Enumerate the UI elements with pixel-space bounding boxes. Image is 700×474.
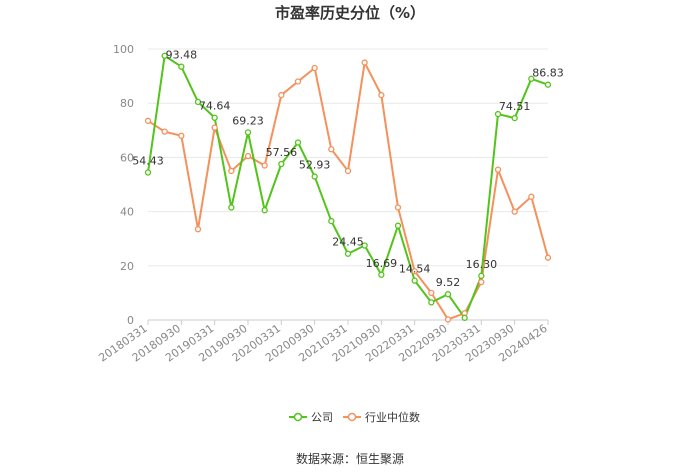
legend-marker-0	[293, 412, 303, 422]
series-line-0	[147, 54, 549, 319]
data-point	[294, 139, 302, 146]
data-point	[261, 162, 268, 169]
data-label: 74.51	[499, 100, 531, 113]
data-point	[511, 114, 518, 122]
data-point	[494, 110, 502, 118]
data-point	[344, 250, 352, 257]
data-point	[528, 193, 535, 200]
data-label: 93.48	[166, 49, 198, 62]
data-point	[544, 81, 552, 88]
data-label: 57.56	[266, 146, 298, 159]
legend[interactable]: 公司 行业中位数	[289, 410, 420, 424]
y-tick-label: 80	[120, 97, 134, 110]
data-label: 24.45	[332, 236, 364, 249]
data-point	[344, 167, 352, 175]
data-point	[378, 271, 385, 278]
data-point	[161, 52, 168, 59]
data-point	[478, 272, 485, 279]
data-label: 69.23	[232, 114, 264, 127]
data-point	[211, 114, 218, 121]
y-tick-label: 40	[120, 206, 134, 219]
series-lines	[147, 54, 549, 321]
data-point	[228, 204, 235, 211]
data-label: 16.30	[466, 258, 498, 271]
data-point	[361, 242, 368, 249]
y-tick-label: 0	[127, 314, 134, 327]
data-label: 9.52	[436, 276, 461, 289]
legend-label-0: 公司	[311, 411, 333, 424]
data-label: 52.93	[299, 159, 331, 172]
data-point	[161, 128, 168, 135]
data-point	[261, 207, 268, 214]
data-point	[244, 152, 252, 160]
data-label: 74.64	[199, 100, 231, 113]
data-source: 数据来源：恒生聚源	[295, 452, 404, 466]
data-point	[444, 316, 452, 323]
y-tick-label: 60	[120, 151, 134, 164]
data-point	[544, 254, 552, 261]
data-point	[394, 204, 402, 211]
data-point	[311, 64, 318, 72]
data-point	[378, 91, 385, 99]
legend-label-1: 行业中位数	[365, 410, 420, 424]
data-point	[211, 124, 218, 131]
data-point	[294, 78, 302, 85]
data-point	[361, 59, 368, 66]
data-label: 16.69	[366, 257, 398, 270]
data-point	[494, 166, 502, 173]
legend-marker-1	[347, 412, 357, 422]
data-point	[228, 167, 235, 175]
data-point	[278, 91, 285, 99]
data-point	[428, 299, 435, 306]
data-point	[411, 268, 418, 275]
chart-title: 市盈率历史分位（%）	[274, 4, 426, 22]
data-point	[428, 289, 435, 297]
data-point	[278, 160, 285, 168]
series-points	[144, 52, 552, 323]
data-point	[144, 117, 152, 124]
y-tick-label: 20	[120, 260, 134, 273]
data-point	[311, 173, 318, 180]
data-point	[528, 75, 535, 82]
data-point	[194, 98, 202, 105]
data-point	[178, 132, 185, 139]
y-tick-label: 100	[113, 43, 134, 56]
data-point	[328, 217, 335, 225]
data-point	[461, 314, 468, 321]
gridlines	[148, 48, 548, 321]
data-point	[244, 129, 252, 136]
data-point	[478, 278, 485, 286]
data-label: 14.54	[399, 263, 431, 276]
data-label: 86.83	[532, 67, 564, 80]
data-point	[328, 146, 335, 153]
data-point	[194, 226, 202, 233]
data-point	[144, 169, 152, 176]
y-axis-ticks: 0 20 40 60 80 100	[113, 43, 134, 327]
data-point	[511, 208, 518, 215]
data-label: 54.43	[132, 154, 164, 167]
data-point	[411, 277, 418, 284]
data-point	[444, 291, 452, 298]
data-point	[178, 63, 185, 70]
x-axis-ticks: 2018033120180930201903312019093020200331…	[96, 320, 550, 365]
data-point	[394, 222, 402, 229]
